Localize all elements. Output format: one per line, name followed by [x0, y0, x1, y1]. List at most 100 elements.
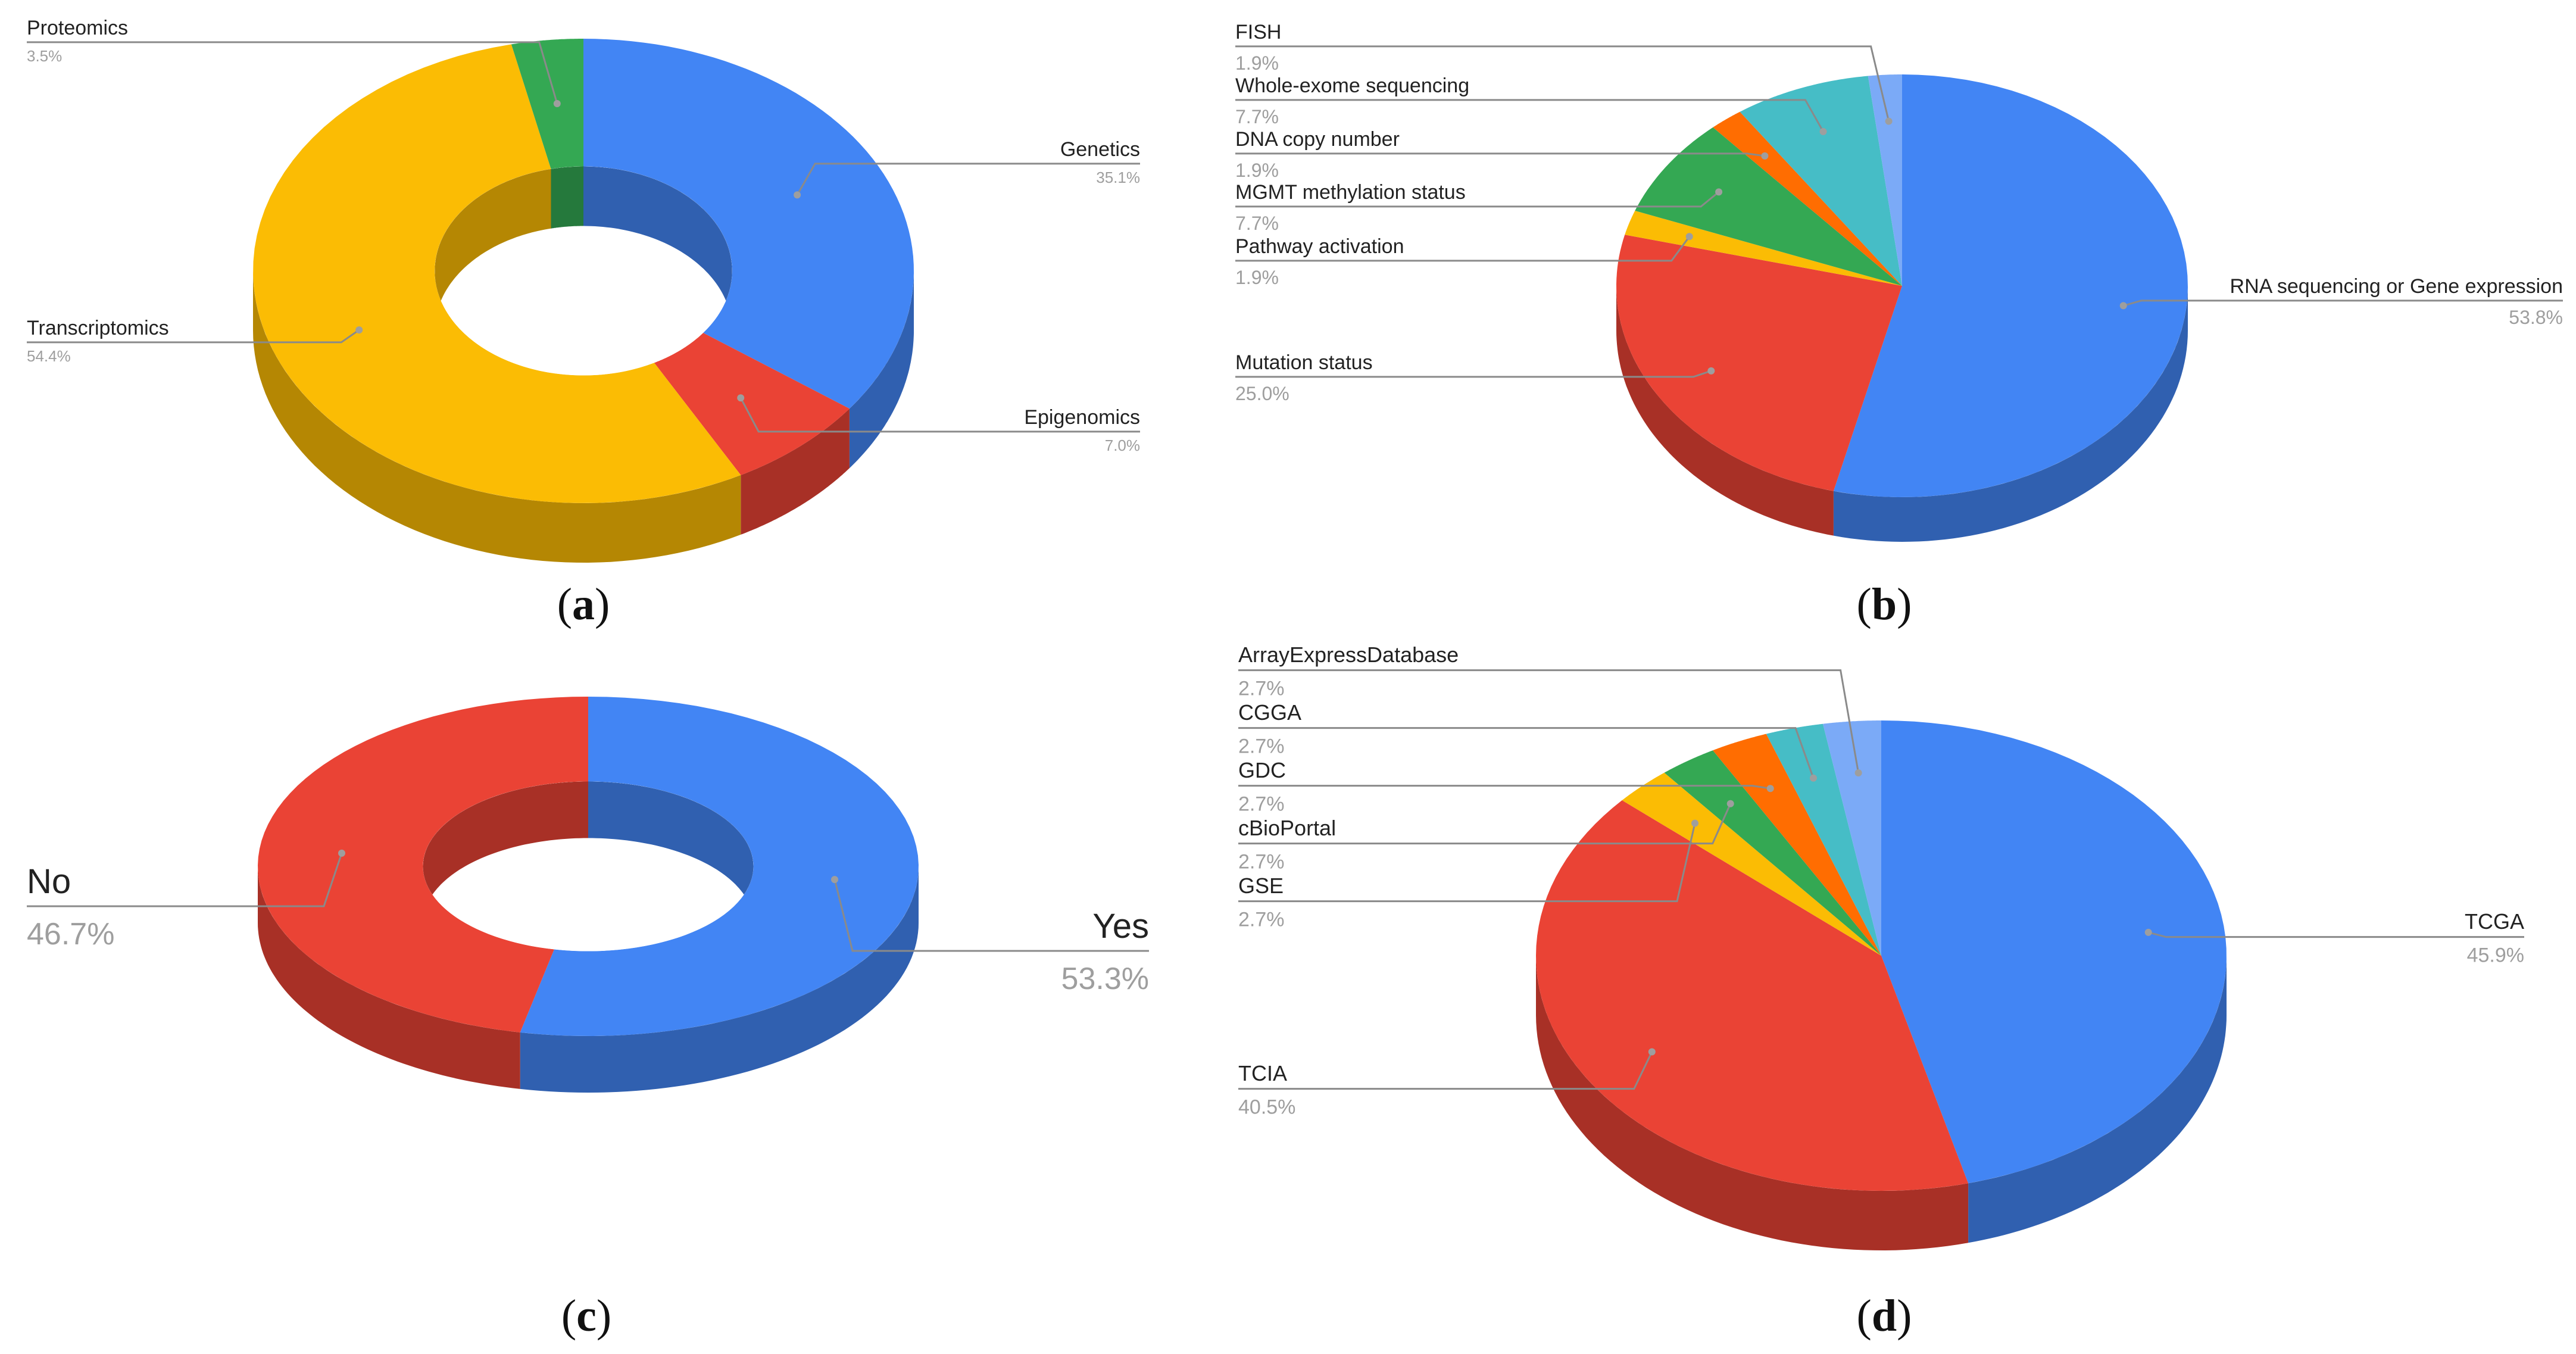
slice-side-tcga: [1968, 956, 2227, 1243]
leader-line: [27, 853, 343, 907]
leader-line: [1235, 152, 1765, 157]
slice-side-yes: [520, 866, 919, 1093]
label-rna-sequencing-or-gene-expression: RNA sequencing or Gene expression 53.8%: [2119, 275, 2563, 328]
leader-dot: [355, 326, 363, 334]
slice-percent-label: 7.7%: [1235, 213, 1279, 234]
slice-percent-label: 35.1%: [1096, 169, 1140, 186]
label-cgga: CGGA 2.7%: [1238, 700, 1817, 782]
slice-side-epigenomics: [741, 408, 850, 535]
slice-yes: [520, 697, 919, 1036]
slice-percent-label: 2.7%: [1238, 908, 1285, 931]
slice-name-label: Transcriptomics: [27, 317, 169, 339]
pie-top-faces: [253, 39, 914, 503]
slice-percent-label: 1.9%: [1235, 160, 1279, 181]
slice-side-no: [258, 866, 520, 1089]
leader-dot: [2119, 302, 2127, 310]
leader-line: [1235, 370, 1712, 378]
leader-line: [2123, 299, 2563, 307]
pie-depth-sides: [258, 866, 919, 1093]
label-proteomics: Proteomics 3.5%: [27, 17, 561, 107]
slice-percent-label: 7.7%: [1235, 106, 1279, 127]
leader-dot: [1715, 188, 1723, 196]
slice-percent-label: 1.9%: [1235, 52, 1279, 74]
slice-name-label: Epigenomics: [1024, 406, 1140, 429]
slice-name-label: Proteomics: [27, 17, 128, 39]
slice-fish: [1868, 74, 1902, 286]
slice-percent-label: 1.9%: [1235, 267, 1279, 288]
leader-line: [1238, 785, 1771, 790]
pie-top-faces: [258, 697, 919, 1036]
pie-depth-sides: [253, 271, 914, 563]
slice-name-label: Mutation status: [1235, 351, 1373, 374]
leader-dot: [338, 849, 345, 857]
leader-dot: [553, 100, 561, 107]
label-transcriptomics: Transcriptomics 54.4%: [27, 317, 363, 365]
label-whole-exome-sequencing: Whole-exome sequencing 7.7%: [1235, 74, 1827, 135]
slice-inner-wall-transcriptomics: [435, 169, 551, 330]
slice-percent-label: 25.0%: [1235, 383, 1289, 404]
leader-dot: [1726, 800, 1734, 807]
slice-no: [258, 697, 588, 1032]
slice-name-label: ArrayExpressDatabase: [1238, 642, 1459, 667]
leader-dot: [1819, 128, 1827, 135]
slice-side-rna-sequencing-or-gene-expression: [1833, 286, 2188, 542]
slice-percent-label: 46.7%: [27, 917, 114, 951]
slice-percent-label: 2.7%: [1238, 735, 1285, 757]
slice-name-label: Genetics: [1060, 138, 1140, 161]
slice-cgga: [1766, 723, 1881, 956]
pie-labels: Genetics 35.1% Epigenomics 7.0% Transcriptom…: [27, 17, 1140, 454]
slice-name-label: CGGA: [1238, 700, 1301, 725]
leader-dot: [831, 876, 838, 884]
pie-labels: RNA sequencing or Gene expression 53.8% Mu…: [1235, 21, 2563, 404]
slice-mutation-status: [1616, 235, 1902, 491]
slice-side-tcia: [1536, 956, 1969, 1250]
leader-dot: [1691, 819, 1698, 827]
label-mutation-status: Mutation status 25.0%: [1235, 351, 1715, 404]
leader-line: [1238, 727, 1815, 779]
leader-dot: [2144, 928, 2152, 936]
slice-percent-label: 53.8%: [2509, 307, 2563, 328]
leader-line: [739, 397, 1140, 433]
slice-whole-exome-sequencing: [1740, 76, 1902, 286]
label-tcia: TCIA 40.5%: [1238, 1048, 1656, 1118]
slice-percent-label: 45.9%: [2467, 944, 2524, 966]
label-gdc: GDC 2.7%: [1238, 758, 1774, 815]
leader-dot: [1648, 1048, 1656, 1056]
leader-line: [796, 163, 1140, 196]
slice-arrayexpressdatabase: [1823, 720, 1881, 956]
slice-pathway-activation: [1625, 210, 1902, 286]
caption-a: (a): [557, 579, 610, 629]
slice-percent-label: 3.5%: [27, 47, 62, 65]
slice-name-label: RNA sequencing or Gene expression: [2230, 275, 2563, 298]
slice-percent-label: 7.0%: [1105, 436, 1140, 454]
slice-tcga: [1881, 720, 2227, 1184]
pie-labels: TCGA45.9%TCIA40.5%GSE2.7%cBioPortal2.7%G…: [1238, 642, 2524, 1118]
chart-panel-d: TCGA45.9%TCIA40.5%GSE2.7%cBioPortal2.7%G…: [1238, 642, 2524, 1250]
leader-line: [2148, 931, 2524, 938]
slice-inner-wall-no: [423, 781, 588, 923]
label-pathway-activation: Pathway activation 1.9%: [1235, 233, 1693, 288]
pie-depth-sides: [1616, 286, 2188, 542]
label-yes: Yes 53.3%: [831, 876, 1149, 996]
slice-cbioportal: [1664, 750, 1881, 956]
chart-panel-a: Genetics 35.1% Epigenomics 7.0% Transcriptom…: [27, 17, 1140, 563]
slice-tcia: [1536, 800, 1969, 1191]
slice-proteomics: [511, 39, 583, 169]
leader-line: [1238, 823, 1696, 903]
leader-dot: [1810, 774, 1817, 782]
leader-dot: [1766, 785, 1774, 793]
slice-transcriptomics: [253, 44, 741, 503]
label-genetics: Genetics 35.1%: [794, 138, 1140, 199]
chart-panel-b: RNA sequencing or Gene expression 53.8% Mu…: [1235, 21, 2563, 542]
leader-line: [27, 41, 558, 104]
slice-name-label: MGMT methylation status: [1235, 181, 1466, 204]
pie-top-faces: [1616, 74, 2188, 497]
slice-percent-label: 40.5%: [1238, 1096, 1295, 1118]
caption-b: (b): [1857, 579, 1912, 629]
label-dna-copy-number: DNA copy number 1.9%: [1235, 128, 1769, 181]
slice-name-label: TCGA: [2465, 909, 2524, 934]
slice-name-label: Yes: [1092, 907, 1149, 946]
slice-name-label: No: [27, 862, 71, 901]
chart-panel-c: Yes 53.3% No 46.7%: [27, 697, 1149, 1093]
